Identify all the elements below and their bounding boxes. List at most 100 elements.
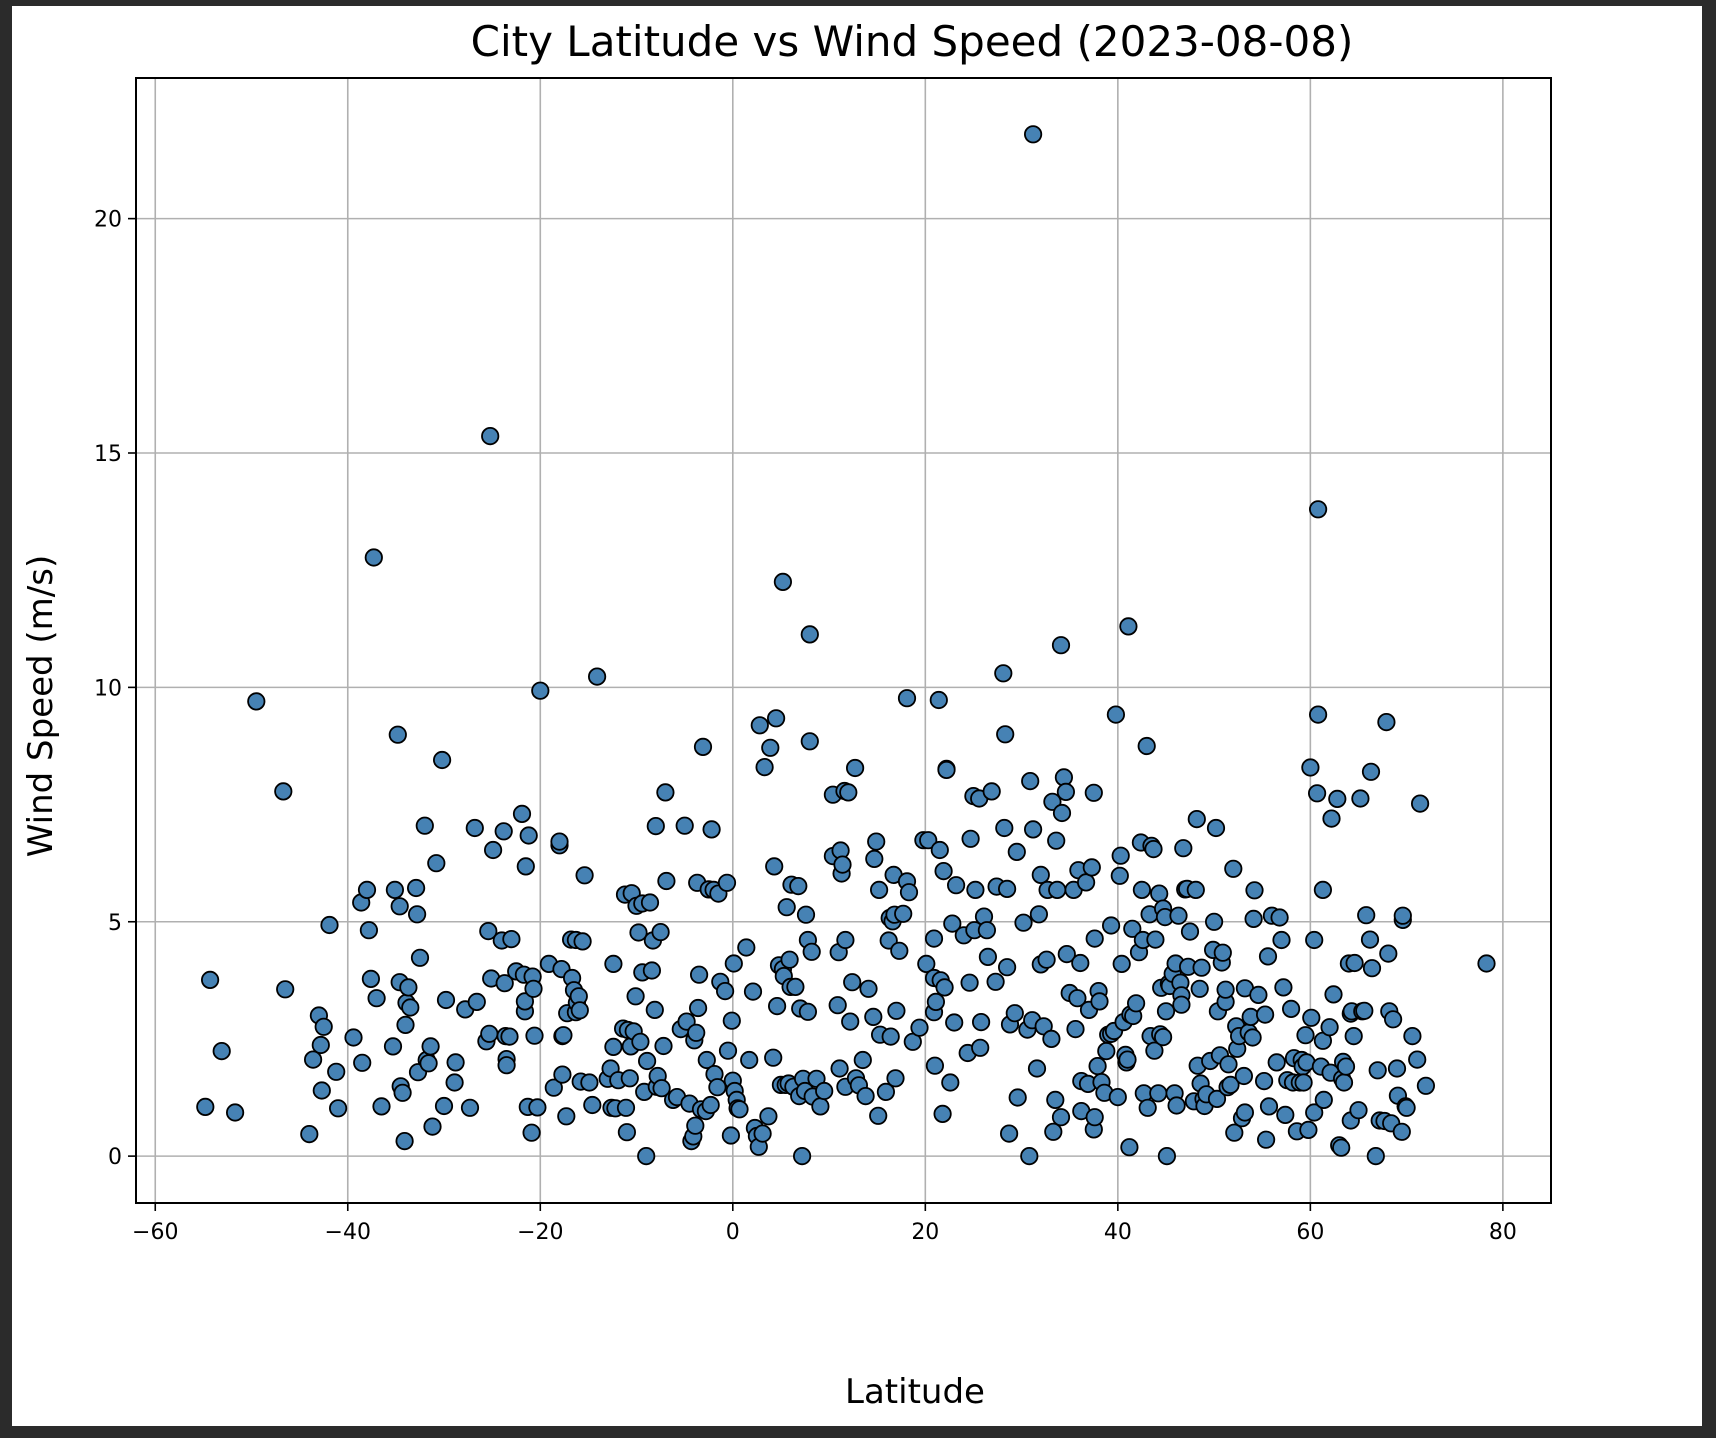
data-point [1150, 884, 1169, 903]
x-tick-label: 20 [911, 1220, 939, 1245]
data-point [876, 1082, 896, 1102]
data-point [1123, 919, 1142, 938]
x-tick-label: 60 [1296, 1220, 1324, 1245]
data-point [996, 725, 1015, 744]
data-point [897, 689, 917, 708]
data-point [570, 1001, 589, 1020]
data-point [999, 1124, 1019, 1143]
data-point [1192, 958, 1211, 977]
data-point [1186, 880, 1205, 900]
data-point [1351, 789, 1370, 808]
data-point [743, 982, 763, 1001]
data-point [274, 782, 293, 801]
data-point [937, 760, 956, 780]
data-point [300, 1125, 319, 1144]
data-point [1051, 1108, 1071, 1127]
data-point [1031, 865, 1050, 885]
data-point [656, 783, 675, 802]
data-point [1085, 1108, 1104, 1127]
data-point [997, 879, 1017, 899]
data-point [930, 840, 949, 860]
data-point [1328, 789, 1347, 809]
y-tick-label: 10 [94, 676, 122, 701]
data-point [1322, 809, 1341, 828]
data-point [886, 1069, 905, 1088]
data-point [1301, 758, 1320, 777]
data-point [445, 1073, 464, 1092]
data-point [524, 979, 543, 998]
data-point [701, 1095, 720, 1115]
data-point [657, 871, 676, 891]
data-point [1097, 1042, 1116, 1061]
data-point [1056, 782, 1076, 802]
data-point [1020, 1147, 1039, 1166]
data-point [1023, 125, 1043, 144]
data-point [798, 1002, 818, 1021]
data-point [312, 1081, 331, 1100]
data-point [845, 758, 865, 778]
data-point [247, 692, 266, 711]
data-point [1305, 1103, 1324, 1122]
data-point [1393, 906, 1412, 925]
data-point [1044, 1122, 1063, 1141]
data-point [642, 961, 662, 980]
data-point [1361, 762, 1381, 781]
data-point [800, 625, 819, 644]
data-point [1187, 809, 1206, 829]
data-point [718, 1041, 738, 1060]
data-point [512, 804, 532, 824]
data-point [1366, 1147, 1385, 1166]
data-point [465, 818, 484, 838]
data-point [894, 904, 913, 923]
data-point [1235, 1103, 1255, 1122]
data-point [415, 816, 434, 835]
data-point [1256, 1005, 1275, 1024]
x-axis-label: Latitude [845, 1372, 985, 1412]
data-point [460, 1098, 480, 1117]
data-point [1207, 1089, 1227, 1109]
data-point [1313, 880, 1333, 900]
x-tick-label: 80 [1489, 1220, 1517, 1245]
data-point [761, 738, 780, 757]
data-point [773, 572, 793, 592]
data-point [483, 840, 503, 860]
data-point [708, 1078, 727, 1097]
data-point [359, 921, 378, 940]
data-point [616, 1098, 636, 1117]
data-point [841, 1012, 860, 1031]
chart-title: City Latitude vs Wind Speed (2023-08-08) [471, 17, 1354, 66]
data-point [423, 1117, 442, 1136]
data-point [1357, 906, 1376, 925]
data-point [1296, 1026, 1315, 1045]
data-point [196, 1097, 215, 1117]
data-point [1245, 881, 1264, 900]
data-point [1221, 1075, 1240, 1095]
data-point [645, 1000, 664, 1020]
data-point [553, 1065, 572, 1084]
data-point [792, 1147, 812, 1166]
data-point [353, 1053, 372, 1072]
data-point [1249, 985, 1268, 1005]
data-point [966, 880, 985, 900]
data-point [1216, 980, 1235, 999]
data-point [427, 854, 446, 873]
data-point [1190, 979, 1209, 998]
data-point [929, 690, 948, 710]
data-point [1368, 1061, 1387, 1080]
data-point [1021, 771, 1040, 791]
data-point [865, 849, 884, 869]
axis-ticks: −60 −40 −20 0 20 40 60 80 0 5 10 15 20 [94, 208, 1517, 1245]
data-point [617, 1123, 637, 1142]
data-point [1110, 866, 1129, 885]
y-tick-label: 0 [108, 1145, 122, 1170]
data-point [1149, 1084, 1168, 1103]
data-point [631, 1032, 650, 1051]
data-point [303, 1050, 323, 1069]
data-point [385, 880, 404, 900]
data-point [396, 1015, 415, 1035]
data-point [843, 973, 862, 992]
data-point [1344, 1026, 1363, 1046]
data-point [881, 1027, 900, 1046]
data-point [573, 932, 592, 951]
data-point [1345, 953, 1364, 973]
